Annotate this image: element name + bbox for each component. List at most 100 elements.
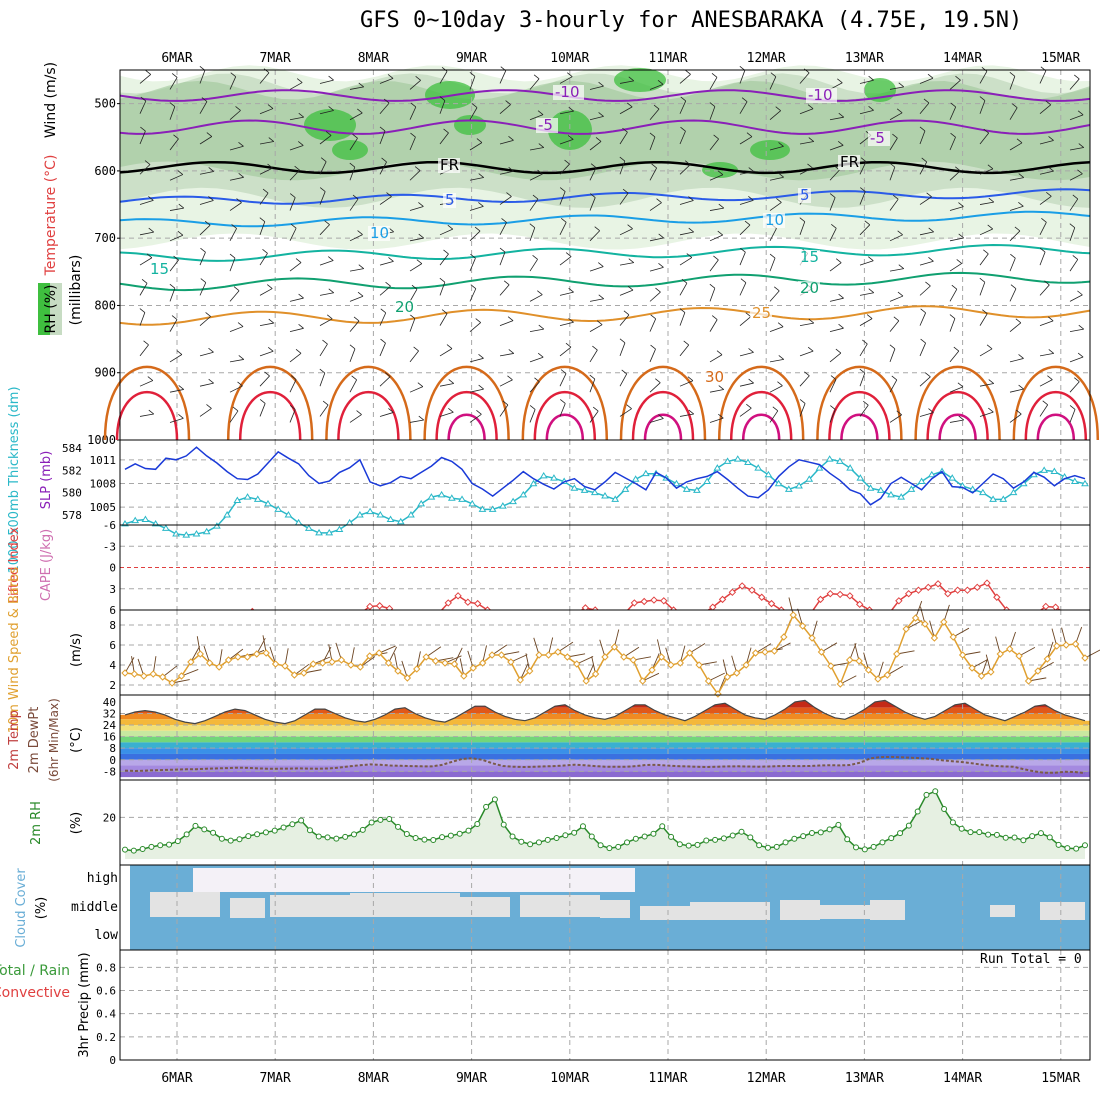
upper-wind-barb-flag xyxy=(1042,400,1048,406)
upper-wind-barb xyxy=(259,72,270,84)
wind-speed-point xyxy=(1081,654,1089,662)
upper-wind-barb-flag xyxy=(898,82,905,88)
temperature-line xyxy=(124,699,1086,725)
rh-2m-point xyxy=(174,838,181,845)
upper-wind-barb-flag xyxy=(619,156,626,162)
upper-wind-barb-flag xyxy=(204,220,211,226)
lifted-index-point xyxy=(993,593,1001,601)
upper-wind-barb xyxy=(469,288,477,302)
date-label-bottom: 6MAR xyxy=(161,1071,192,1086)
thickness-point xyxy=(264,499,272,507)
upper-wind-barb-flag xyxy=(529,223,536,228)
upper-wind-barb-flag xyxy=(866,314,873,319)
upper-wind-barb-flag xyxy=(418,415,425,421)
upper-wind-barb xyxy=(169,389,184,393)
upper-wind-barb-flag xyxy=(264,371,270,377)
upper-wind-barb xyxy=(349,295,364,302)
thickness-point xyxy=(468,499,477,507)
wind-speed-point xyxy=(573,660,581,668)
thickness-point xyxy=(754,464,763,471)
thickness-point xyxy=(550,474,558,481)
upper-wind-barb-flag xyxy=(410,102,417,108)
upper-wind-barb xyxy=(649,318,657,332)
isotherm-arch-35 xyxy=(926,390,989,441)
upper-wind-barb-flag xyxy=(441,309,448,314)
upper-wind-barb xyxy=(979,253,989,266)
rh-2m-point xyxy=(747,834,754,841)
upper-wind-barb xyxy=(679,257,693,266)
lifted-index-point xyxy=(310,609,312,610)
upper-wind-barb-flag xyxy=(208,167,214,172)
upper-wind-barb-flag xyxy=(502,400,509,406)
rh-2m-point xyxy=(412,834,419,841)
upper-wind-barb xyxy=(829,116,844,121)
wind-barb xyxy=(689,643,706,654)
upper-wind-barb-flag xyxy=(508,349,515,354)
upper-wind-barb-flag xyxy=(808,318,815,324)
upper-wind-barb-flag xyxy=(295,258,302,263)
temp-label-bg xyxy=(553,85,584,100)
lifted-index-point xyxy=(692,609,694,610)
lifted-index-point xyxy=(271,609,273,610)
slp-line xyxy=(124,446,1086,506)
upper-wind-barb-flag xyxy=(147,376,154,381)
upper-wind-barb xyxy=(529,78,540,90)
upper-wind-barb-flag xyxy=(537,169,543,175)
lifted-index-point xyxy=(810,609,811,610)
upper-wind-barb-flag xyxy=(837,78,843,84)
upper-wind-barb-flag xyxy=(1069,223,1076,228)
upper-wind-barb-flag xyxy=(590,163,597,168)
upper-wind-barb xyxy=(409,350,419,363)
upper-wind-barb-flag xyxy=(688,196,694,201)
upper-wind-barb-flag xyxy=(320,157,327,163)
rh-2m-point xyxy=(597,842,604,849)
precip-tick-label: 0 xyxy=(109,1054,116,1067)
upper-wind-barb xyxy=(829,228,837,241)
upper-wind-barb-flag xyxy=(1048,166,1054,172)
upper-wind-barb xyxy=(889,414,902,423)
thickness-point xyxy=(795,481,803,489)
upper-wind-barb-flag xyxy=(140,96,147,102)
isotherm-line xyxy=(119,210,1091,228)
upper-wind-barb xyxy=(169,234,184,242)
upper-wind-barb xyxy=(739,136,753,145)
upper-wind-barb-flag xyxy=(958,202,964,207)
upper-wind-barb-flag xyxy=(357,108,363,114)
upper-wind-barb xyxy=(919,376,931,387)
upper-wind-barb xyxy=(439,411,454,417)
upper-wind-barb-flag xyxy=(656,198,662,203)
upper-wind-barb xyxy=(709,319,718,332)
thickness-point xyxy=(274,505,283,512)
upper-wind-barb xyxy=(949,350,960,363)
upper-wind-barb xyxy=(379,78,394,84)
rh-2m-point xyxy=(1029,833,1036,840)
wind-speed-point xyxy=(271,660,280,668)
upper-wind-barb xyxy=(349,112,363,121)
upper-wind-barb-flag xyxy=(357,291,364,297)
upper-wind-barb xyxy=(739,101,748,114)
wind-speed-point xyxy=(140,672,148,680)
wind-barb xyxy=(755,643,772,654)
thickness-point xyxy=(529,479,538,487)
upper-wind-barb-flag xyxy=(1046,191,1052,197)
thickness-point xyxy=(488,505,497,512)
wind-speed-point xyxy=(544,651,553,659)
wind-barb xyxy=(1084,649,1100,659)
upper-wind-barb-flag xyxy=(537,352,544,358)
rh-2m-point xyxy=(509,833,516,840)
upper-wind-barb-flag xyxy=(920,338,926,344)
thickness-point xyxy=(498,502,507,509)
thickness-point xyxy=(621,485,630,492)
upper-wind-barb xyxy=(349,320,360,332)
upper-wind-barb-flag xyxy=(267,104,274,109)
upper-wind-barb-flag xyxy=(626,102,633,108)
upper-wind-barb-flag xyxy=(748,196,754,201)
upper-wind-barb-flag xyxy=(680,126,686,132)
lifted-index-point xyxy=(438,609,439,610)
upper-wind-barb xyxy=(979,100,986,114)
upper-wind-barb-flag xyxy=(358,82,365,88)
upper-wind-barb-flag xyxy=(898,264,905,269)
upper-wind-barb-flag xyxy=(772,406,779,412)
upper-wind-barb xyxy=(379,412,394,417)
